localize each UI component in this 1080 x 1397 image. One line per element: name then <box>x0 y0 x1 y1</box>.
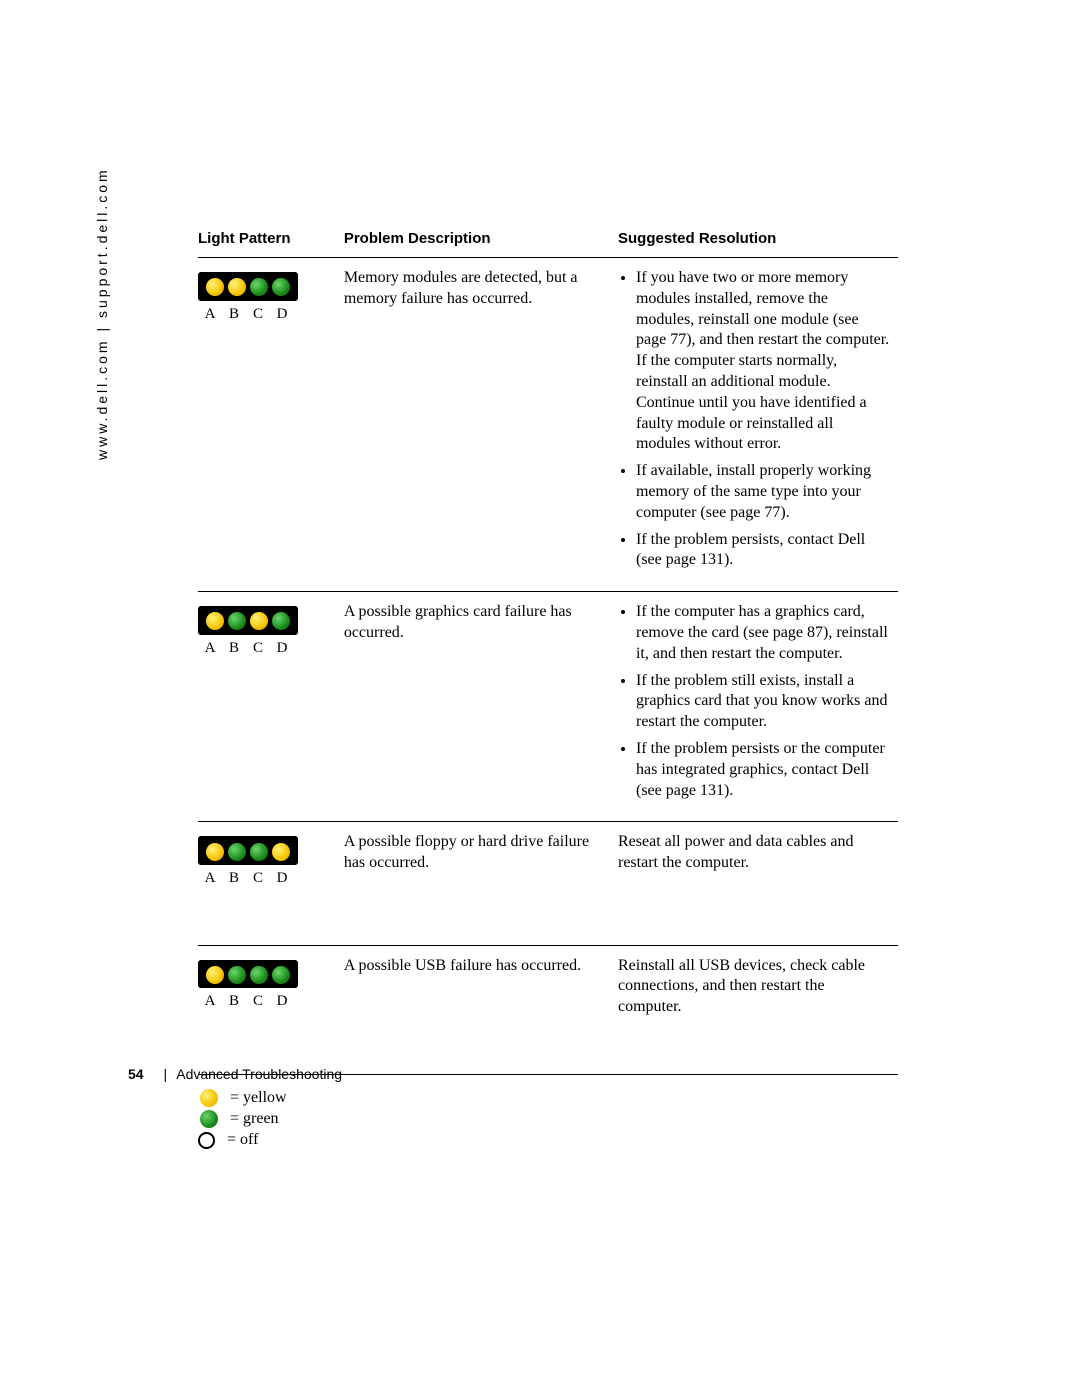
light-labels: ABCD <box>198 639 336 659</box>
light-label: B <box>223 639 245 659</box>
light-label: D <box>271 305 293 325</box>
light-label: D <box>271 992 293 1012</box>
yellow-light-icon <box>200 1089 218 1107</box>
light-label: A <box>199 992 221 1012</box>
off-light-icon <box>198 1132 215 1149</box>
light-label: D <box>271 869 293 889</box>
resolution-item: If you have two or more memory modules i… <box>636 268 890 455</box>
yellow-light-icon <box>228 278 246 296</box>
table-row: ABCD A possible graphics card failure has… <box>198 592 898 822</box>
green-light-icon <box>228 966 246 984</box>
light-label: B <box>223 992 245 1012</box>
light-label: C <box>247 305 269 325</box>
light-panel <box>198 960 298 989</box>
green-light-icon <box>272 612 290 630</box>
light-labels: ABCD <box>198 305 336 325</box>
light-label: D <box>271 639 293 659</box>
resolution-item: If the problem still exists, install a g… <box>636 671 890 733</box>
resolution-item: If the computer has a graphics card, rem… <box>636 602 890 664</box>
light-label: A <box>199 305 221 325</box>
legend-yellow-label: = yellow <box>230 1089 287 1107</box>
header-light-pattern: Light Pattern <box>198 224 344 258</box>
light-label: C <box>247 639 269 659</box>
legend: = yellow = green = off <box>198 1089 898 1149</box>
legend-green: = green <box>198 1110 898 1128</box>
yellow-light-icon <box>272 843 290 861</box>
green-light-icon <box>250 278 268 296</box>
resolution-item: If the problem persists or the computer … <box>636 739 890 801</box>
page-number: 54 <box>128 1066 144 1082</box>
resolution-cell: If you have two or more memory modules i… <box>618 258 898 592</box>
yellow-light-icon <box>206 278 224 296</box>
light-pattern-cell: ABCD <box>198 945 344 1074</box>
light-label: A <box>199 869 221 889</box>
light-pattern-cell: ABCD <box>198 592 344 822</box>
yellow-light-icon <box>206 843 224 861</box>
light-label: B <box>223 305 245 325</box>
resolution-list: If the computer has a graphics card, rem… <box>618 602 890 801</box>
green-light-icon <box>250 966 268 984</box>
table-row: ABCD A possible floppy or hard drive fail… <box>198 822 898 945</box>
green-light-icon <box>228 612 246 630</box>
light-label: C <box>247 869 269 889</box>
light-labels: ABCD <box>198 992 336 1012</box>
main-content: Light Pattern Problem Description Sugges… <box>198 224 898 1152</box>
header-resolution: Suggested Resolution <box>618 224 898 258</box>
diagnostic-table: Light Pattern Problem Description Sugges… <box>198 224 898 1075</box>
resolution-cell: Reseat all power and data cables and res… <box>618 822 898 945</box>
legend-yellow: = yellow <box>198 1089 898 1107</box>
problem-cell: A possible graphics card failure has occ… <box>344 592 618 822</box>
footer-separator: | <box>163 1066 167 1082</box>
green-light-icon <box>272 278 290 296</box>
resolution-cell: If the computer has a graphics card, rem… <box>618 592 898 822</box>
table-row: ABCD Memory modules are detected, but a m… <box>198 258 898 592</box>
resolution-list: If you have two or more memory modules i… <box>618 268 890 571</box>
table-row: ABCD A possible USB failure has occurred.… <box>198 945 898 1074</box>
header-problem: Problem Description <box>344 224 618 258</box>
legend-off: = off <box>198 1131 898 1149</box>
legend-green-label: = green <box>230 1110 279 1128</box>
problem-cell: A possible floppy or hard drive failure … <box>344 822 618 945</box>
light-labels: ABCD <box>198 869 336 889</box>
yellow-light-icon <box>206 612 224 630</box>
section-title: Advanced Troubleshooting <box>176 1066 342 1082</box>
light-panel <box>198 606 298 635</box>
green-light-icon <box>250 843 268 861</box>
page-footer: 54 | Advanced Troubleshooting <box>128 1066 342 1082</box>
problem-cell: A possible USB failure has occurred. <box>344 945 618 1074</box>
problem-cell: Memory modules are detected, but a memor… <box>344 258 618 592</box>
sidebar-url: www.dell.com | support.dell.com <box>94 167 110 460</box>
yellow-light-icon <box>206 966 224 984</box>
light-pattern-cell: ABCD <box>198 822 344 945</box>
light-label: B <box>223 869 245 889</box>
resolution-item: If the problem persists, contact Dell (s… <box>636 530 890 572</box>
resolution-cell: Reinstall all USB devices, check cable c… <box>618 945 898 1074</box>
green-light-icon <box>228 843 246 861</box>
green-light-icon <box>200 1110 218 1128</box>
light-panel <box>198 272 298 301</box>
light-label: C <box>247 992 269 1012</box>
green-light-icon <box>272 966 290 984</box>
light-panel <box>198 836 298 865</box>
light-label: A <box>199 639 221 659</box>
light-pattern-cell: ABCD <box>198 258 344 592</box>
legend-off-label: = off <box>227 1131 258 1149</box>
yellow-light-icon <box>250 612 268 630</box>
resolution-item: If available, install properly working m… <box>636 461 890 523</box>
